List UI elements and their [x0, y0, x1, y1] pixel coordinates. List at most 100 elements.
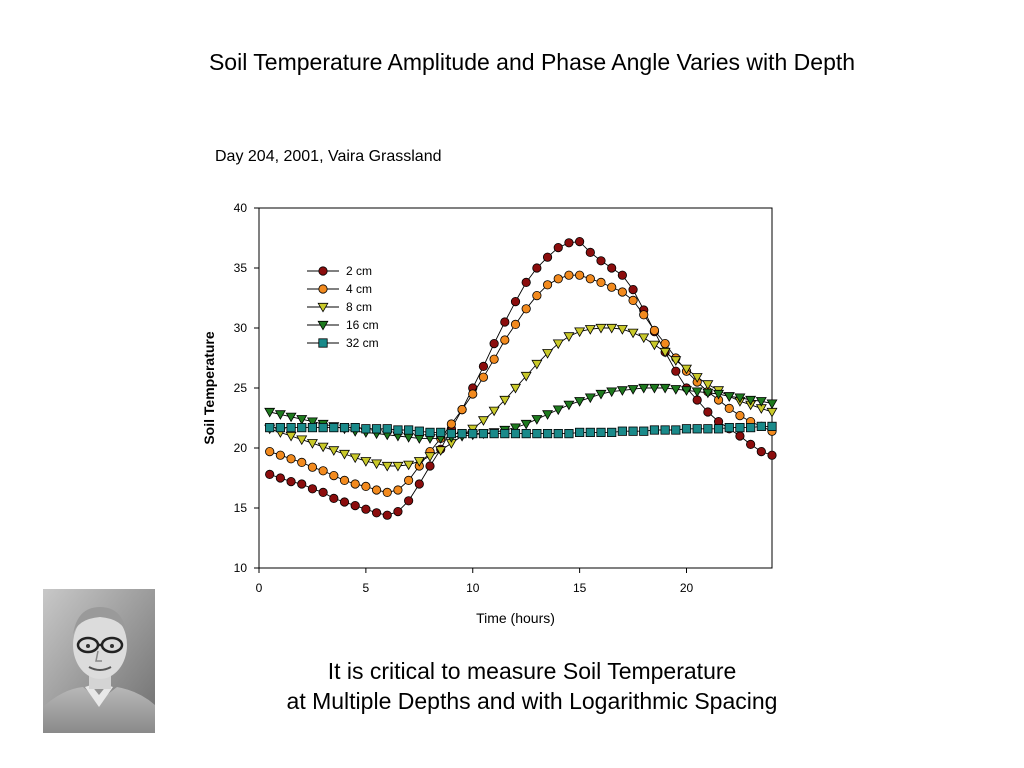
data-point-32-cm: [553, 428, 563, 439]
data-point-4-cm: [371, 485, 382, 495]
data-point-32-cm: [307, 422, 318, 433]
data-point-2-cm: [339, 497, 350, 507]
x-tick-label: 10: [466, 581, 480, 595]
data-point-2-cm: [585, 247, 595, 257]
data-point-16-cm: [681, 386, 692, 396]
data-point-8-cm: [392, 461, 404, 472]
data-point-2-cm: [671, 366, 681, 376]
data-point-4-cm: [617, 287, 627, 297]
data-point-8-cm: [563, 332, 575, 342]
data-point-16-cm: [702, 388, 714, 399]
data-point-16-cm: [734, 393, 746, 404]
data-point-4-cm: [382, 487, 392, 497]
data-point-2-cm: [414, 479, 424, 489]
data-point-32-cm: [735, 422, 745, 433]
data-point-32-cm: [628, 426, 638, 436]
data-point-4-cm: [724, 403, 734, 413]
x-tick-label: 15: [573, 581, 587, 595]
data-point-32-cm: [767, 421, 777, 432]
data-point-16-cm: [552, 405, 564, 416]
data-point-4-cm: [329, 470, 339, 481]
x-tick-label: 20: [680, 581, 694, 595]
legend-marker-2-cm: [318, 266, 328, 276]
legend-marker-16-cm: [317, 320, 329, 331]
data-point-2-cm: [607, 263, 617, 273]
data-point-16-cm: [413, 434, 425, 444]
data-point-16-cm: [595, 389, 607, 400]
caption-line-2: at Multiple Depths and with Logarithmic …: [286, 688, 778, 714]
data-point-8-cm: [552, 339, 564, 350]
legend-marker-32-cm: [318, 338, 328, 348]
data-point-2-cm: [500, 317, 510, 327]
data-point-32-cm: [713, 424, 724, 434]
data-point-32-cm: [756, 421, 766, 432]
data-point-32-cm: [703, 424, 713, 434]
data-point-4-cm: [307, 462, 318, 472]
data-point-2-cm: [371, 508, 382, 518]
data-point-8-cm: [317, 442, 329, 453]
data-point-16-cm: [296, 415, 308, 425]
data-point-8-cm: [531, 359, 543, 370]
data-point-32-cm: [265, 422, 275, 433]
data-point-32-cm: [446, 428, 456, 439]
data-point-4-cm: [265, 446, 275, 457]
data-point-32-cm: [457, 428, 467, 439]
data-point-2-cm: [703, 407, 713, 417]
data-point-8-cm: [477, 416, 489, 426]
data-point-16-cm: [542, 410, 554, 420]
data-point-4-cm: [596, 277, 606, 287]
data-point-32-cm: [489, 428, 499, 439]
data-point-8-cm: [360, 457, 372, 467]
data-point-32-cm: [478, 428, 489, 439]
data-point-2-cm: [361, 504, 371, 514]
data-point-8-cm: [702, 380, 714, 390]
data-point-4-cm: [500, 335, 510, 345]
data-point-32-cm: [660, 425, 670, 435]
data-point-8-cm: [328, 446, 340, 456]
data-point-4-cm: [489, 354, 499, 364]
y-tick-label: 15: [234, 501, 248, 515]
data-point-32-cm: [542, 428, 553, 439]
data-point-8-cm: [520, 371, 532, 382]
data-point-8-cm: [681, 364, 692, 375]
data-point-8-cm: [595, 323, 607, 334]
y-axis-label: Soil Temperature: [201, 331, 217, 445]
legend-label-32-cm: 32 cm: [346, 336, 379, 350]
data-point-4-cm: [318, 466, 328, 476]
data-point-32-cm: [329, 422, 339, 433]
y-tick-label: 35: [234, 261, 248, 275]
data-point-2-cm: [297, 479, 307, 489]
data-point-16-cm: [713, 389, 725, 400]
data-point-2-cm: [628, 284, 638, 295]
y-tick-label: 10: [234, 561, 248, 575]
data-point-32-cm: [671, 425, 681, 435]
data-point-8-cm: [638, 333, 650, 344]
data-point-2-cm: [767, 450, 777, 460]
data-point-2-cm: [564, 238, 574, 248]
data-point-4-cm: [564, 270, 574, 280]
data-point-2-cm: [596, 256, 606, 266]
data-point-4-cm: [468, 389, 478, 399]
data-point-8-cm: [574, 327, 586, 338]
data-point-2-cm: [425, 461, 435, 471]
data-point-32-cm: [297, 422, 307, 433]
data-point-16-cm: [285, 412, 297, 423]
data-point-4-cm: [350, 479, 360, 489]
caption: It is critical to measure Soil Temperatu…: [0, 656, 1024, 716]
data-point-8-cm: [381, 461, 393, 472]
data-point-16-cm: [670, 385, 682, 395]
data-point-16-cm: [638, 383, 650, 394]
data-point-4-cm: [607, 282, 617, 292]
legend-label-2-cm: 2 cm: [346, 264, 372, 278]
data-point-2-cm: [350, 500, 360, 511]
legend-label-4-cm: 4 cm: [346, 282, 372, 296]
data-point-8-cm: [403, 460, 415, 471]
data-point-8-cm: [648, 340, 660, 351]
data-point-4-cm: [478, 372, 489, 382]
data-point-16-cm: [723, 392, 735, 402]
data-point-2-cm: [510, 296, 521, 307]
data-point-8-cm: [659, 347, 671, 358]
y-tick-label: 20: [234, 441, 248, 455]
data-point-16-cm: [510, 423, 521, 434]
data-point-16-cm: [306, 417, 318, 428]
